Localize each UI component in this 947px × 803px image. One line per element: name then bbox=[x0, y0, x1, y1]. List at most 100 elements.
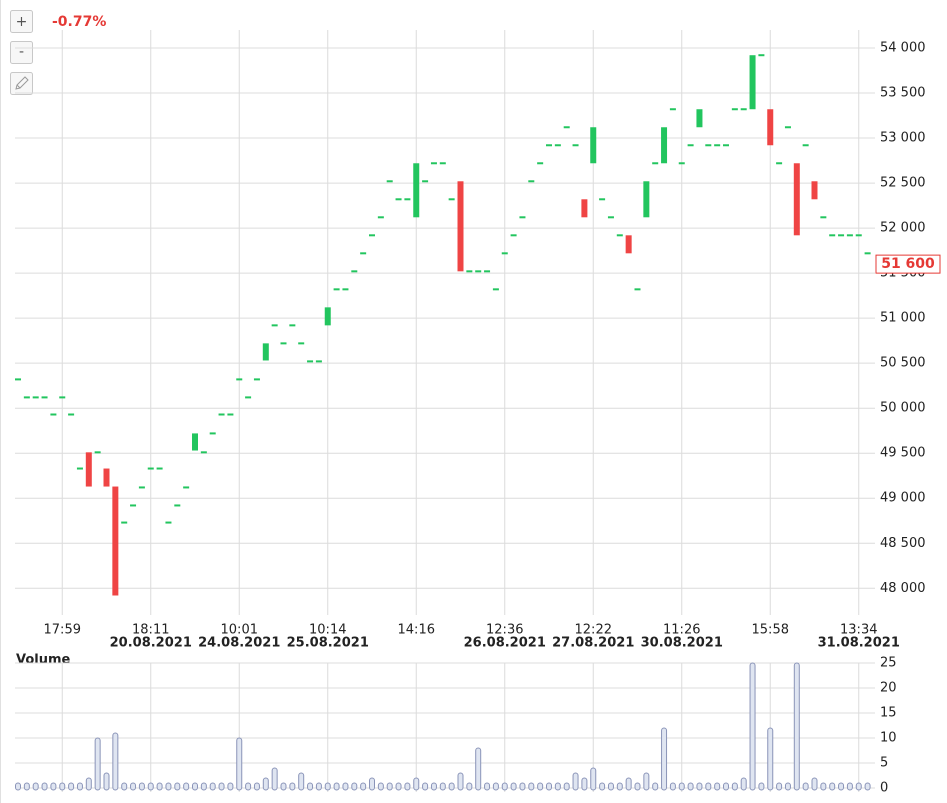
candle bbox=[68, 413, 75, 416]
candle bbox=[714, 144, 721, 147]
candle bbox=[661, 127, 668, 164]
volume-bar bbox=[112, 732, 119, 791]
y-tick-label: 53 500 bbox=[880, 86, 926, 101]
volume-bar bbox=[457, 772, 464, 791]
candle bbox=[802, 144, 809, 147]
volume-bar bbox=[784, 782, 791, 791]
y-tick-label: 51 000 bbox=[880, 311, 926, 326]
volume-bar bbox=[599, 782, 606, 791]
volume-bar bbox=[669, 782, 676, 791]
volume-bar bbox=[174, 782, 181, 791]
volume-bar bbox=[59, 782, 66, 791]
candle bbox=[218, 413, 225, 416]
volume-bar bbox=[501, 782, 508, 791]
volume-bar bbox=[740, 777, 747, 791]
candle bbox=[200, 451, 207, 454]
zoom-out-button[interactable] bbox=[10, 41, 33, 64]
candle bbox=[723, 144, 729, 147]
y-tick-label: 25 bbox=[880, 656, 897, 671]
candle bbox=[678, 162, 685, 165]
volume-bar bbox=[439, 782, 446, 791]
volume-bar bbox=[705, 782, 712, 791]
candle bbox=[209, 432, 216, 435]
candle bbox=[227, 413, 234, 416]
volume-bar bbox=[324, 782, 331, 791]
candle bbox=[262, 343, 269, 361]
candle bbox=[165, 521, 172, 524]
candle bbox=[404, 198, 411, 201]
candle bbox=[616, 234, 623, 237]
candle bbox=[59, 396, 66, 399]
volume-bar bbox=[147, 782, 154, 791]
candle bbox=[76, 467, 83, 470]
candle bbox=[50, 413, 57, 416]
volume-bar bbox=[351, 782, 358, 791]
volume-bar bbox=[130, 782, 137, 791]
candle bbox=[705, 144, 712, 147]
candle bbox=[784, 126, 791, 129]
zoom-in-label[interactable]: + bbox=[16, 14, 28, 30]
candle bbox=[289, 324, 296, 327]
volume-bar bbox=[280, 782, 287, 791]
y-tick-label: 49 500 bbox=[880, 446, 926, 461]
volume-bar bbox=[289, 782, 296, 791]
candle bbox=[112, 486, 119, 596]
candle bbox=[430, 162, 437, 165]
volume-bar bbox=[422, 782, 429, 791]
candle bbox=[501, 252, 508, 255]
x-tick-label: 10:14 bbox=[309, 623, 346, 638]
volume-bar bbox=[829, 782, 836, 791]
volume-bar bbox=[245, 782, 252, 791]
candle bbox=[130, 504, 137, 507]
volume-bar bbox=[262, 777, 269, 791]
volume-bar bbox=[209, 782, 216, 791]
volume-bar bbox=[625, 777, 632, 791]
candle bbox=[457, 181, 464, 272]
candle bbox=[94, 451, 101, 454]
volume-bar bbox=[342, 782, 349, 791]
volume-bar bbox=[200, 782, 207, 791]
volume-bar bbox=[448, 782, 455, 791]
x-tick-label: 14:16 bbox=[398, 623, 435, 638]
volume-bar bbox=[731, 782, 738, 791]
volume-bar bbox=[192, 782, 198, 791]
candle bbox=[192, 433, 198, 451]
y-tick-label: 49 000 bbox=[880, 491, 926, 506]
candle bbox=[377, 216, 384, 219]
candle bbox=[333, 288, 340, 291]
candle bbox=[864, 252, 871, 255]
y-tick-label: 50 000 bbox=[880, 401, 926, 416]
volume-bar bbox=[723, 782, 729, 791]
volume-bar bbox=[820, 782, 827, 791]
y-tick-label: 53 000 bbox=[880, 131, 926, 146]
volume-bar bbox=[749, 662, 756, 791]
candle bbox=[147, 467, 154, 470]
volume-bar bbox=[546, 782, 552, 791]
x-tick-label: 13:34 bbox=[840, 623, 877, 638]
volume-bar bbox=[643, 772, 650, 791]
zoom-out-label[interactable]: - bbox=[19, 44, 24, 60]
volume-bar bbox=[50, 782, 57, 791]
candle bbox=[607, 216, 614, 219]
candle bbox=[634, 288, 641, 291]
volume-bar bbox=[227, 782, 234, 791]
volume-bar bbox=[838, 782, 845, 791]
volume-bar bbox=[369, 777, 375, 791]
volume-bar bbox=[413, 777, 420, 791]
candle bbox=[183, 486, 190, 489]
draw-button[interactable] bbox=[10, 72, 33, 95]
candle bbox=[413, 163, 420, 218]
candle bbox=[731, 108, 738, 111]
candle bbox=[245, 396, 252, 399]
volume-bar bbox=[218, 782, 225, 791]
x-tick-label: 17:59 bbox=[44, 623, 81, 638]
candle bbox=[776, 162, 783, 165]
y-tick-label: 52 500 bbox=[880, 176, 926, 191]
volume-bar bbox=[404, 782, 411, 791]
volume-bar bbox=[377, 782, 384, 791]
volume-bar bbox=[793, 662, 800, 791]
volume-bar bbox=[714, 782, 721, 791]
zoom-in-button[interactable] bbox=[10, 10, 33, 33]
candle bbox=[466, 270, 473, 273]
